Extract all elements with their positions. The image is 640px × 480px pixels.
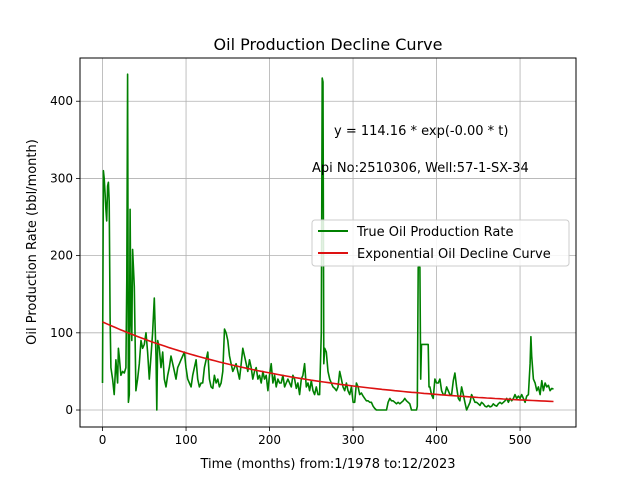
legend-box [311, 219, 570, 267]
true-oil-production-line [101, 73, 554, 411]
equation-annotation: y = 114.16 * exp(-0.00 * t) [334, 124, 508, 139]
x-tick-label-400: 400 [425, 433, 448, 447]
x-tick-label-0: 0 [99, 433, 107, 447]
legend-label-true-rate: True Oil Production Rate [356, 225, 513, 240]
legend-label-decline-curve: Exponential Oil Decline Curve [357, 247, 551, 262]
y-tick-label-100: 100 [50, 326, 73, 340]
exponential-decline-curve-line [102, 321, 554, 403]
y-tick-label-300: 300 [50, 171, 73, 185]
y-tick-label-400: 400 [50, 94, 73, 108]
x-tick-label-500: 500 [509, 433, 532, 447]
y-tick-label-0: 0 [65, 403, 73, 417]
grid-lines [80, 58, 576, 427]
chart-title: Oil Production Decline Curve [214, 35, 443, 54]
plot-area-frame [79, 57, 577, 428]
axis-ticks: 0 100 200 300 400 500 0 100 200 300 400 [50, 94, 531, 447]
well-info-annotation: Api No:2510306, Well:57-1-SX-34 [312, 161, 529, 176]
x-tick-label-100: 100 [175, 433, 198, 447]
legend: True Oil Production Rate Exponential Oil… [311, 219, 570, 267]
series-layer [101, 73, 554, 411]
y-axis-label: Oil Production Rate (bbl/month) [25, 139, 40, 345]
x-tick-label-200: 200 [258, 433, 281, 447]
x-tick-label-300: 300 [342, 433, 365, 447]
y-tick-label-200: 200 [50, 249, 73, 263]
x-axis-label: Time (months) from:1/1978 to:12/2023 [199, 457, 455, 472]
